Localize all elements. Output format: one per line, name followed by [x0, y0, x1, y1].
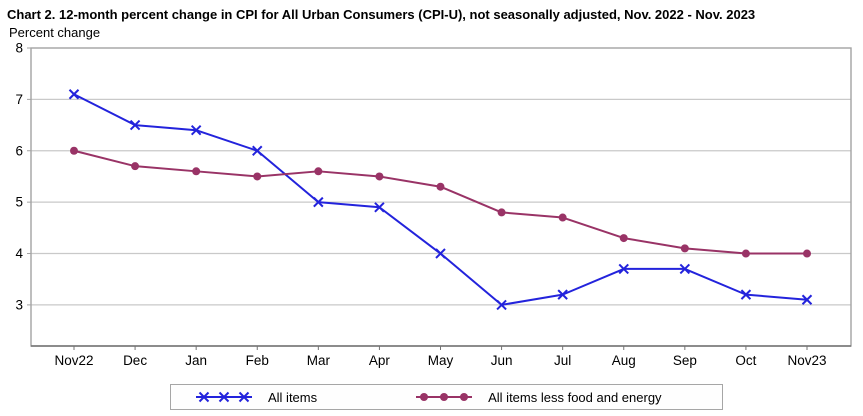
- legend: All items All items less food and energy: [170, 384, 723, 410]
- svg-text:7: 7: [15, 92, 23, 107]
- svg-text:Mar: Mar: [307, 353, 331, 368]
- svg-text:Jun: Jun: [491, 353, 513, 368]
- legend-label-all-items: All items: [268, 389, 318, 405]
- svg-text:Apr: Apr: [369, 353, 391, 368]
- svg-text:Aug: Aug: [612, 353, 636, 368]
- svg-text:Sep: Sep: [673, 353, 697, 368]
- svg-text:5: 5: [15, 195, 23, 210]
- all-items-line-icon: [196, 391, 252, 403]
- svg-text:Dec: Dec: [123, 353, 147, 368]
- svg-text:Nov22: Nov22: [54, 353, 93, 368]
- all-items-less-food-energy-line-icon: [416, 393, 473, 401]
- page-title: Chart 2. 12-month percent change in CPI …: [7, 7, 756, 22]
- svg-text:6: 6: [15, 143, 23, 158]
- cpi-line-chart: 8 7 6 5 4 3 Nov22 Dec Jan Feb Mar Apr May Jun Jul Aug Se…: [15, 41, 852, 368]
- svg-text:3: 3: [15, 297, 23, 312]
- svg-text:Jul: Jul: [554, 353, 571, 368]
- legend-label-core: All items less food and energy: [488, 389, 662, 405]
- legend-entry-core: All items less food and energy: [416, 389, 662, 405]
- svg-text:Oct: Oct: [735, 353, 756, 368]
- legend-entry-all-items: All items: [196, 390, 317, 405]
- svg-text:May: May: [428, 353, 454, 368]
- svg-text:Nov23: Nov23: [787, 353, 826, 368]
- svg-text:8: 8: [15, 41, 23, 56]
- y-axis-unit-label: Percent change: [9, 25, 101, 40]
- svg-text:4: 4: [15, 246, 23, 261]
- svg-text:Feb: Feb: [246, 353, 269, 368]
- svg-text:Jan: Jan: [185, 353, 207, 368]
